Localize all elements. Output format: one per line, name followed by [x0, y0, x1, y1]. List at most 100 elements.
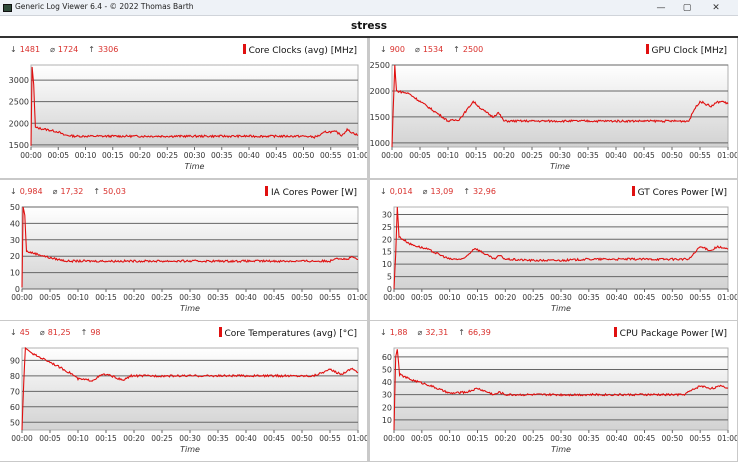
series-line	[393, 206, 729, 290]
x-tick-label: 00:45	[265, 151, 287, 160]
series-line	[393, 349, 729, 431]
stat-max: 2500	[462, 45, 484, 54]
stats-line: ↓ 1481 ⌀ 1724 ↑ 3306	[10, 45, 128, 54]
x-tick-label: 00:25	[156, 151, 178, 160]
max-icon: ↑	[80, 328, 88, 337]
stat-avg: 32,31	[425, 328, 449, 337]
x-tick-label: 00:15	[467, 434, 489, 443]
x-tick-label: 00:10	[67, 293, 89, 302]
x-tick-label: 00:30	[179, 293, 201, 302]
chart-panel: 1000 1500 2000 2500 00:00 00:05 00:10 00:15 00:2…	[370, 38, 737, 178]
avg-icon: ⌀	[414, 45, 420, 54]
y-tick-label: 1000	[370, 139, 390, 148]
legend-swatch	[645, 44, 649, 54]
stat-min: 45	[19, 328, 30, 337]
x-tick-label: 00:35	[577, 151, 599, 160]
x-tick-label: 00:15	[95, 293, 117, 302]
title-bar: Generic Log Viewer 6.4 - © 2022 Thomas B…	[0, 0, 738, 16]
y-tick-label: 2500	[370, 61, 390, 70]
x-tick-label: 00:00	[11, 293, 33, 302]
y-tick-label: 40	[382, 378, 392, 387]
y-tick-label: 3000	[9, 76, 29, 85]
series-line	[21, 346, 359, 431]
y-tick-label: 10	[382, 416, 392, 425]
y-tick-label: 20	[10, 252, 20, 261]
header-title: stress	[350, 20, 388, 32]
header: stress	[0, 16, 738, 38]
x-tick-label: 00:15	[465, 151, 487, 160]
x-tick-label: 00:20	[129, 151, 151, 160]
x-tick-label: 01:00	[347, 293, 367, 302]
max-icon: ↑	[458, 328, 465, 337]
y-tick-label: 0	[387, 285, 392, 294]
chart-legend: CPU Package Power [W]	[613, 327, 727, 339]
app-icon	[3, 4, 12, 12]
stat-max: 66,39	[467, 328, 491, 337]
legend-swatch	[613, 327, 617, 337]
y-tick-label: 2500	[9, 98, 29, 107]
y-tick-label: 0	[15, 285, 20, 294]
stat-min: 1481	[19, 45, 41, 54]
x-tick-label: 00:35	[207, 434, 229, 443]
avg-icon: ⌀	[422, 187, 428, 196]
x-tick-label: 00:50	[662, 293, 684, 302]
maximize-button[interactable]: ▢	[676, 1, 698, 15]
chart-title: GT Cores Power [W]	[637, 188, 727, 198]
x-tick-label: 00:50	[291, 293, 313, 302]
x-tick-label: 00:20	[493, 151, 515, 160]
min-icon: ↓	[10, 45, 17, 54]
y-tick-label: 30	[10, 236, 20, 245]
close-icon: ✕	[712, 3, 720, 13]
chart-legend: Core Clocks (avg) [MHz]	[242, 44, 357, 56]
x-tick-label: 00:35	[207, 293, 229, 302]
x-tick-label: 00:55	[319, 434, 341, 443]
x-tick-label: 00:05	[39, 293, 61, 302]
chart-title: IA Cores Power [W]	[270, 188, 357, 198]
avg-icon: ⌀	[50, 45, 55, 54]
x-tick-label: 00:55	[689, 293, 711, 302]
x-tick-label: 00:10	[437, 151, 459, 160]
min-icon: ↓	[10, 187, 17, 196]
x-tick-label: 00:25	[522, 434, 544, 443]
x-tick-label: 00:50	[291, 434, 313, 443]
chart-panel: 1500 2000 2500 3000 00:00 00:05 00:10 00:15 00:2…	[0, 38, 367, 178]
x-tick-label: 01:00	[717, 151, 737, 160]
x-axis-label: Time	[180, 445, 200, 454]
legend-swatch	[242, 44, 246, 54]
x-tick-label: 00:05	[409, 151, 431, 160]
stat-max: 50,03	[103, 187, 126, 196]
x-tick-label: 00:45	[263, 293, 285, 302]
plot-area	[393, 206, 729, 290]
chart-panel: 0 5 10 15 20 25 30 00:00 00:05 00:10 00:15 00:20 00:…	[370, 180, 737, 320]
chart-title: Core Clocks (avg) [MHz]	[248, 46, 357, 56]
x-tick-label: 00:10	[439, 434, 461, 443]
y-tick-label: 30	[382, 210, 392, 219]
close-button[interactable]: ✕	[705, 1, 727, 15]
x-tick-label: 00:40	[235, 293, 257, 302]
x-tick-label: 00:25	[521, 151, 543, 160]
x-tick-label: 00:05	[411, 434, 433, 443]
x-tick-label: 00:25	[522, 293, 544, 302]
x-tick-label: 00:10	[67, 434, 89, 443]
legend-swatch	[631, 186, 635, 196]
y-tick-label: 50	[10, 203, 20, 212]
avg-icon: ⌀	[52, 187, 58, 196]
x-tick-label: 00:20	[123, 293, 145, 302]
stat-avg: 81,25	[47, 328, 71, 337]
y-tick-label: 10	[382, 260, 392, 269]
x-tick-label: 00:00	[383, 434, 405, 443]
series-line	[30, 66, 359, 146]
line-chart: 10 20 30 40 50 60 00:00 00:05 00:10 00:15 00:20 00:…	[382, 347, 737, 454]
x-tick-label: 00:55	[319, 293, 341, 302]
chart-title: CPU Package Power [W]	[619, 329, 727, 339]
x-tick-label: 00:30	[179, 434, 201, 443]
x-tick-label: 00:05	[411, 293, 433, 302]
stat-min: 0,014	[389, 187, 413, 196]
minimize-button[interactable]: —	[650, 1, 672, 15]
chart-panel: 50 60 70 80 90 00:00 00:05 00:10 00:15 00:20 00:25…	[0, 321, 367, 461]
line-chart: 0 10 20 30 40 50 00:00 00:05 00:10 00:15 00:20 00:2…	[10, 203, 367, 313]
x-tick-label: 00:15	[102, 151, 124, 160]
y-tick-label: 20	[382, 235, 392, 244]
x-tick-label: 01:00	[347, 151, 367, 160]
stat-max: 32,96	[473, 187, 496, 196]
